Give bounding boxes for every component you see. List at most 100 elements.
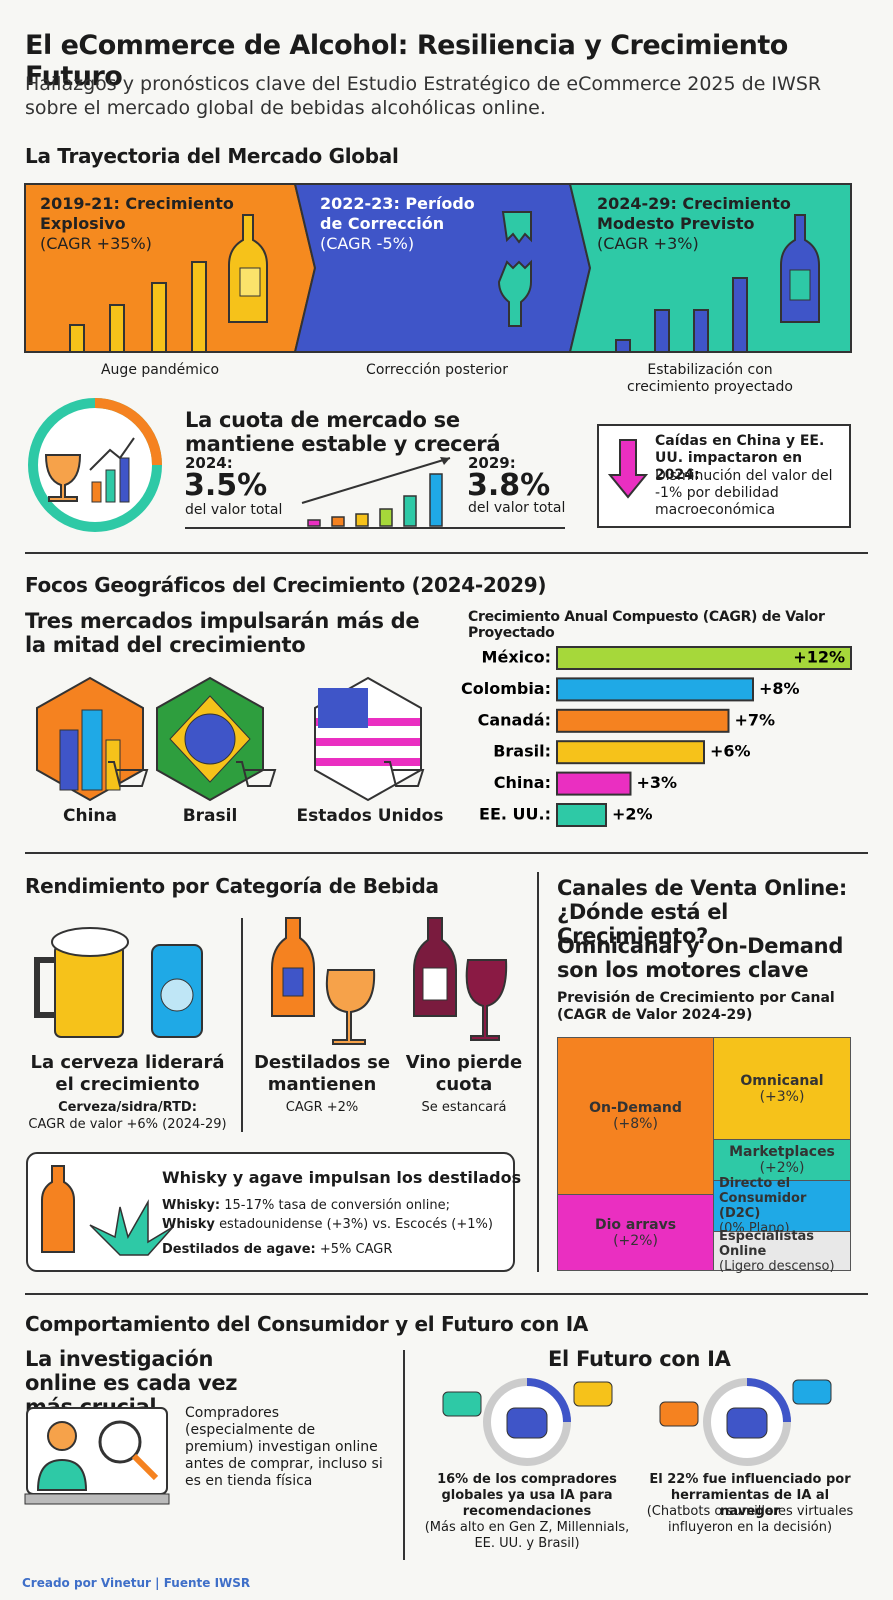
whisky-line: Destilados de agave: +5% CAGR: [162, 1240, 493, 1259]
market-name: China: [63, 806, 117, 826]
ai-note: (Más alto en Gen Z, Millennials, EE. UU.…: [424, 1520, 630, 1551]
share-note: del valor total: [185, 502, 283, 518]
tile-value: (Ligero descenso): [719, 1258, 835, 1274]
bar: [556, 803, 607, 827]
category-title: La cerveza liderará el crecimiento: [30, 1052, 225, 1095]
share-value: 3.5%: [184, 468, 268, 503]
chart-title: Previsión de Crecimiento por Canal (CAGR…: [557, 990, 835, 1023]
tile-value: (+3%): [759, 1088, 805, 1105]
tile-name: Directo el Consumidor (D2C): [719, 1176, 807, 1221]
market-icons: [36, 676, 425, 802]
category-detail: Cerveza/sidra/RTD:: [58, 1100, 197, 1115]
bar-category: Brasil:: [493, 742, 551, 761]
divider: [25, 852, 868, 854]
whisky-label: Destilados de agave:: [162, 1242, 316, 1257]
divider: [537, 872, 539, 1272]
callout-text: Disminución del valor del -1% por debili…: [655, 468, 833, 518]
category-title: Vino pierde cuota: [405, 1052, 523, 1095]
tile-value: (+2%): [613, 1232, 658, 1249]
bar-category: China:: [494, 773, 551, 792]
callout-title: Caídas en China y EE. UU. impactaron en …: [655, 433, 825, 483]
share-graphic: [28, 398, 851, 532]
section-heading: Comportamiento del Consumidor y el Futur…: [25, 1312, 589, 1336]
whisky-text: 15-17% tasa de conversión online;: [224, 1198, 450, 1213]
share-value: 3.8%: [467, 468, 551, 503]
market-name: Brasil: [182, 806, 238, 826]
whisky-title: Whisky y agave impulsan los destilados: [162, 1168, 522, 1187]
research-text: Compradores (especialmente de premium) i…: [185, 1405, 383, 1489]
whisky-text: +5% CAGR: [319, 1242, 393, 1257]
ai-stat: El 22% fue influenciado por herramientas…: [649, 1472, 851, 1519]
bar: [556, 771, 632, 796]
category-title: Destilados se mantienen: [253, 1052, 391, 1095]
bar-value-label: +8%: [759, 679, 800, 698]
phase-cagr: (CAGR +3%): [597, 234, 699, 253]
category-detail: CAGR de valor +6% (2024-29): [28, 1117, 227, 1132]
bar-value-label: +3%: [637, 773, 678, 792]
cagr-bar-chart: México: +12% Colombia: +8% Canadá: +7% Brasil:…: [461, 646, 852, 827]
whisky-text: estadounidense (+3%) vs. Escocés (+1%): [219, 1217, 493, 1232]
tile-name: Dio arravs: [594, 1216, 677, 1233]
divider: [25, 1293, 868, 1295]
share-heading: La cuota de mercado se mantiene estable …: [185, 408, 501, 456]
footer: Creado por Vinetur | Fuente IWSR: [22, 1576, 251, 1590]
ai-note: (Chatbots o sumilleres virtuales influye…: [646, 1504, 854, 1535]
geo-subheading: Tres mercados impulsarán más de la mitad…: [25, 609, 420, 657]
bar-value-label: +12%: [793, 648, 845, 667]
bar: [556, 740, 705, 765]
drink-icons: [26, 917, 515, 1272]
ai-stat: 16% de los compradores globales ya usa I…: [437, 1472, 617, 1519]
bar: [556, 646, 852, 670]
tile-name: On-Demand: [589, 1100, 682, 1116]
section-heading: Rendimiento por Categoría de Bebida: [25, 874, 439, 898]
whisky-line: Whisky: 15-17% tasa de conversión online…: [162, 1196, 493, 1215]
bar: [556, 677, 754, 702]
channels-subheading: Omnicanal y On-Demand son los motores cl…: [557, 934, 844, 982]
channels-heading: Canales de Venta Online: ¿Dónde está el …: [557, 876, 847, 948]
trajectory-banner: [24, 183, 852, 353]
phase-title: 2022-23: Período de Corrección: [320, 194, 475, 233]
share-year: 2029:: [468, 454, 516, 472]
category-detail: Se estancará: [421, 1100, 507, 1115]
section-heading: La Trayectoria del Mercado Global: [25, 144, 399, 168]
share-year: 2024:: [185, 454, 233, 472]
tile-name: Marketplaces: [729, 1144, 835, 1160]
phase-title: 2019-21: Crecimiento Explosivo: [40, 194, 234, 233]
chart-title: Crecimiento Anual Compuesto (CAGR) de Va…: [468, 609, 825, 641]
market-name: Estados Unidos: [296, 806, 444, 826]
bar-category: Canadá:: [478, 710, 551, 729]
bar-value-label: +2%: [612, 805, 653, 824]
bar: [556, 708, 730, 733]
bar-value-label: +6%: [710, 742, 751, 761]
phase-caption: Corrección posterior: [366, 362, 508, 378]
bar-value-label: +7%: [735, 710, 776, 729]
phase-cagr: (CAGR +35%): [40, 234, 152, 253]
phase-caption: Estabilización con crecimiento proyectad…: [627, 362, 793, 395]
whisky-label: Whisky:: [162, 1198, 221, 1213]
subtitle: Hailazgos y pronósticos clave del Estudi…: [25, 73, 822, 119]
title: El eCommerce de Alcohol: Resiliencia y C…: [25, 30, 788, 92]
whisky-lines: Whisky: 15-17% tasa de conversión online…: [162, 1196, 493, 1259]
tile-name: Especialistas Online: [719, 1228, 815, 1259]
phase-cagr: (CAGR -5%): [320, 234, 415, 253]
tile-name: Omnicanal: [740, 1072, 824, 1089]
phase-caption: Auge pandémico: [100, 362, 220, 378]
share-note: del valor total: [468, 500, 566, 516]
channel-tile: Omnicanal (+3%): [713, 1037, 851, 1140]
channel-tile: Especialistas Online (Ligero descenso): [713, 1228, 851, 1274]
divider: [25, 552, 868, 554]
ai-title: El Futuro con IA: [548, 1347, 731, 1371]
whisky-line: Whisky estadounidense (+3%) vs. Escocés …: [162, 1215, 493, 1234]
channel-tile: On-Demand (+8%): [557, 1037, 714, 1195]
whisky-label: Whisky: [162, 1217, 215, 1232]
phase-title: 2024-29: Crecimiento Modesto Previsto: [597, 194, 791, 233]
category-detail: CAGR +2%: [285, 1100, 359, 1115]
tile-value: (+2%): [759, 1160, 805, 1176]
bar-category: Colombia:: [461, 679, 551, 698]
bar-category: EE. UU.:: [479, 805, 551, 824]
channel-tile: Marketplaces (+2%): [713, 1139, 851, 1181]
tile-value: (+8%): [613, 1116, 658, 1132]
bar-category: México:: [482, 648, 551, 667]
